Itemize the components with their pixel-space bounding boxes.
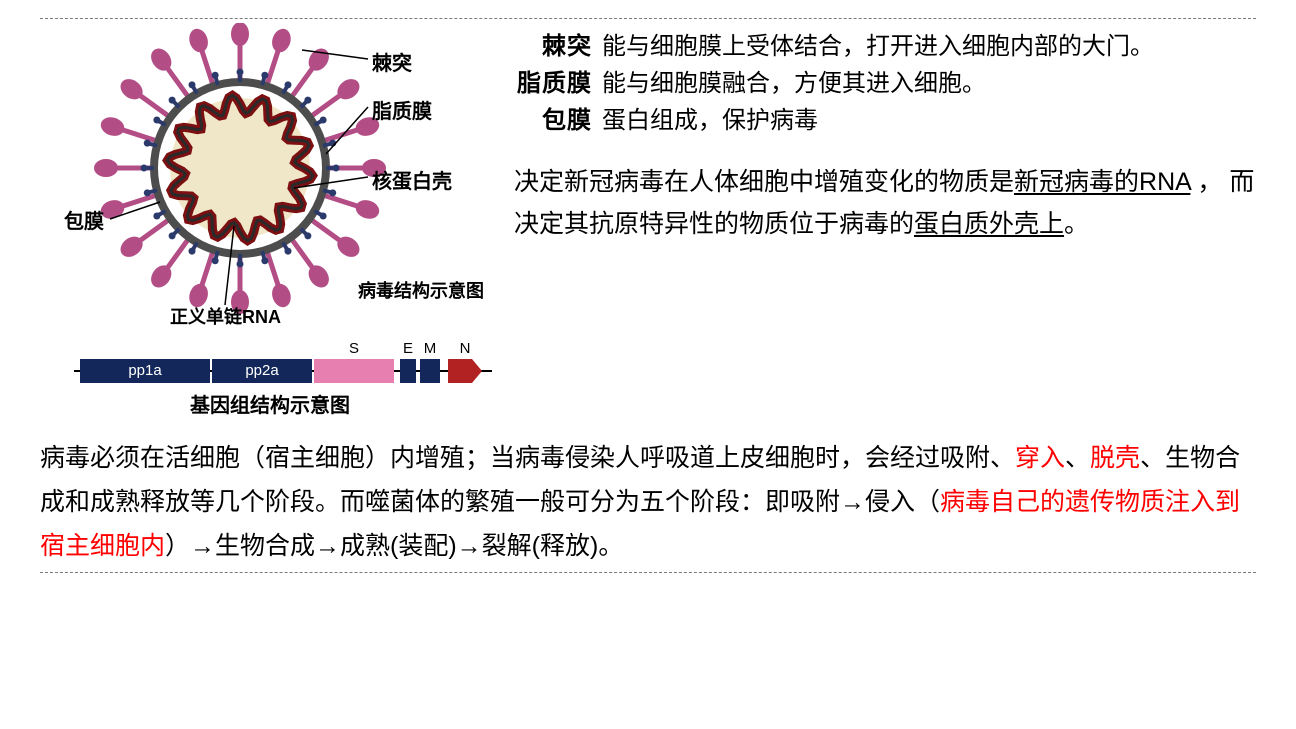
rna-p1: 决定新冠病毒在人体细胞中增殖变化的物质是 <box>514 168 1014 196</box>
definition-term: 棘突 <box>514 29 592 66</box>
bt-r2: 脱壳 <box>1090 444 1140 472</box>
definition-desc: 能与细胞膜融合，方便其进入细胞。 <box>602 66 1256 103</box>
top-rule <box>40 18 1256 19</box>
definition-term: 包膜 <box>514 103 592 140</box>
definition-desc: 蛋白组成，保护病毒 <box>602 103 1256 140</box>
svg-text:pp1a: pp1a <box>128 362 162 379</box>
diagram-column: 棘突 脂质膜 核蛋白壳 包膜 正义单链RNA 病毒结构示意图 pp1a pp2a S… <box>40 23 500 427</box>
label-spike: 棘突 <box>372 47 412 76</box>
bt-t4: ）→生物合成→成熟(装配)→裂解(释放)。 <box>165 532 623 560</box>
rna-paragraph: 决定新冠病毒在人体细胞中增殖变化的物质是新冠病毒的RNA ， 而决定其抗原特异性… <box>514 161 1256 246</box>
svg-text:pp2a: pp2a <box>245 362 279 379</box>
rna-u1: 新冠病毒的RNA <box>1014 168 1190 196</box>
definition-list: 棘突能与细胞膜上受体结合，打开进入细胞内部的大门。脂质膜能与细胞膜融合，方便其进… <box>514 29 1256 141</box>
svg-text:M: M <box>424 340 437 357</box>
definition-row: 脂质膜能与细胞膜融合，方便其进入细胞。 <box>514 66 1256 103</box>
page: 棘突 脂质膜 核蛋白壳 包膜 正义单链RNA 病毒结构示意图 pp1a pp2a S… <box>0 0 1296 573</box>
label-nucleocapsid: 核蛋白壳 <box>372 165 452 194</box>
bottom-rule <box>40 572 1256 573</box>
definition-row: 棘突能与细胞膜上受体结合，打开进入细胞内部的大门。 <box>514 29 1256 66</box>
rna-u2: 蛋白质外壳上 <box>914 210 1064 238</box>
label-lipid-membrane: 脂质膜 <box>372 95 432 124</box>
bt-t2: 、 <box>1065 444 1090 472</box>
label-rna: 正义单链RNA <box>170 303 281 329</box>
bottom-paragraph: 病毒必须在活细胞（宿主细胞）内增殖；当病毒侵染人呼吸道上皮细胞时，会经过吸附、穿… <box>40 437 1256 568</box>
right-column: 棘突能与细胞膜上受体结合，打开进入细胞内部的大门。脂质膜能与细胞膜融合，方便其进… <box>500 23 1256 246</box>
definition-row: 包膜蛋白组成，保护病毒 <box>514 103 1256 140</box>
rna-p3: 。 <box>1064 210 1089 238</box>
genome-structure-diagram: pp1a pp2a S EM N 基因组结构示意图 <box>40 337 500 427</box>
label-envelope: 包膜 <box>64 205 104 234</box>
bt-r1: 穿入 <box>1015 444 1065 472</box>
bt-t1: 病毒必须在活细胞（宿主细胞）内增殖；当病毒侵染人呼吸道上皮细胞时，会经过吸附、 <box>40 444 1015 472</box>
svg-text:N: N <box>460 340 471 357</box>
svg-text:S: S <box>349 340 359 357</box>
virus-caption: 病毒结构示意图 <box>358 277 484 303</box>
top-section: 棘突 脂质膜 核蛋白壳 包膜 正义单链RNA 病毒结构示意图 pp1a pp2a S… <box>40 23 1256 427</box>
definition-term: 脂质膜 <box>514 66 592 103</box>
svg-text:E: E <box>403 340 413 357</box>
virus-structure-diagram: 棘突 脂质膜 核蛋白壳 包膜 正义单链RNA 病毒结构示意图 <box>40 23 500 333</box>
definition-desc: 能与细胞膜上受体结合，打开进入细胞内部的大门。 <box>602 29 1256 66</box>
genome-caption: 基因组结构示意图 <box>40 389 500 418</box>
